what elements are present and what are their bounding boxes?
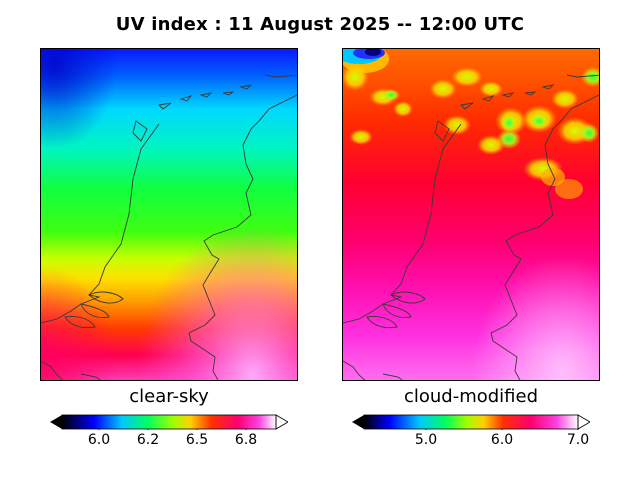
colorbar-clear-sky: [50, 414, 288, 430]
colorbar-cloud-ticks: [425, 429, 579, 430]
uv-field-clear-high: [41, 49, 297, 380]
panel-label-clear-sky: clear-sky: [129, 386, 209, 407]
map-title: UV index : 11 August 2025 -- 12:00 UTC: [115, 14, 525, 35]
colorbar-tick: 7.0: [566, 432, 590, 448]
panel-label-cloud-modified: cloud-modified: [403, 386, 539, 407]
cloud-shadow-topleft: [343, 49, 385, 64]
colorbar-tick: 6.0: [490, 432, 514, 448]
coastline-borders-right: [343, 74, 599, 380]
cloud-modified-map: [342, 48, 600, 381]
clear-sky-map: [40, 48, 298, 381]
colorbar-tick: 6.0: [87, 432, 111, 448]
coastline-borders: [41, 74, 297, 380]
colorbar-tick: 6.2: [136, 432, 160, 448]
colorbar-clear-sky-ticks: [98, 429, 247, 430]
colorbar-tick: 6.8: [234, 432, 258, 448]
colorbar-tick: 6.5: [185, 432, 209, 448]
colorbar-tick: 5.0: [414, 432, 438, 448]
colorbar-cloud-modified: [352, 414, 590, 430]
